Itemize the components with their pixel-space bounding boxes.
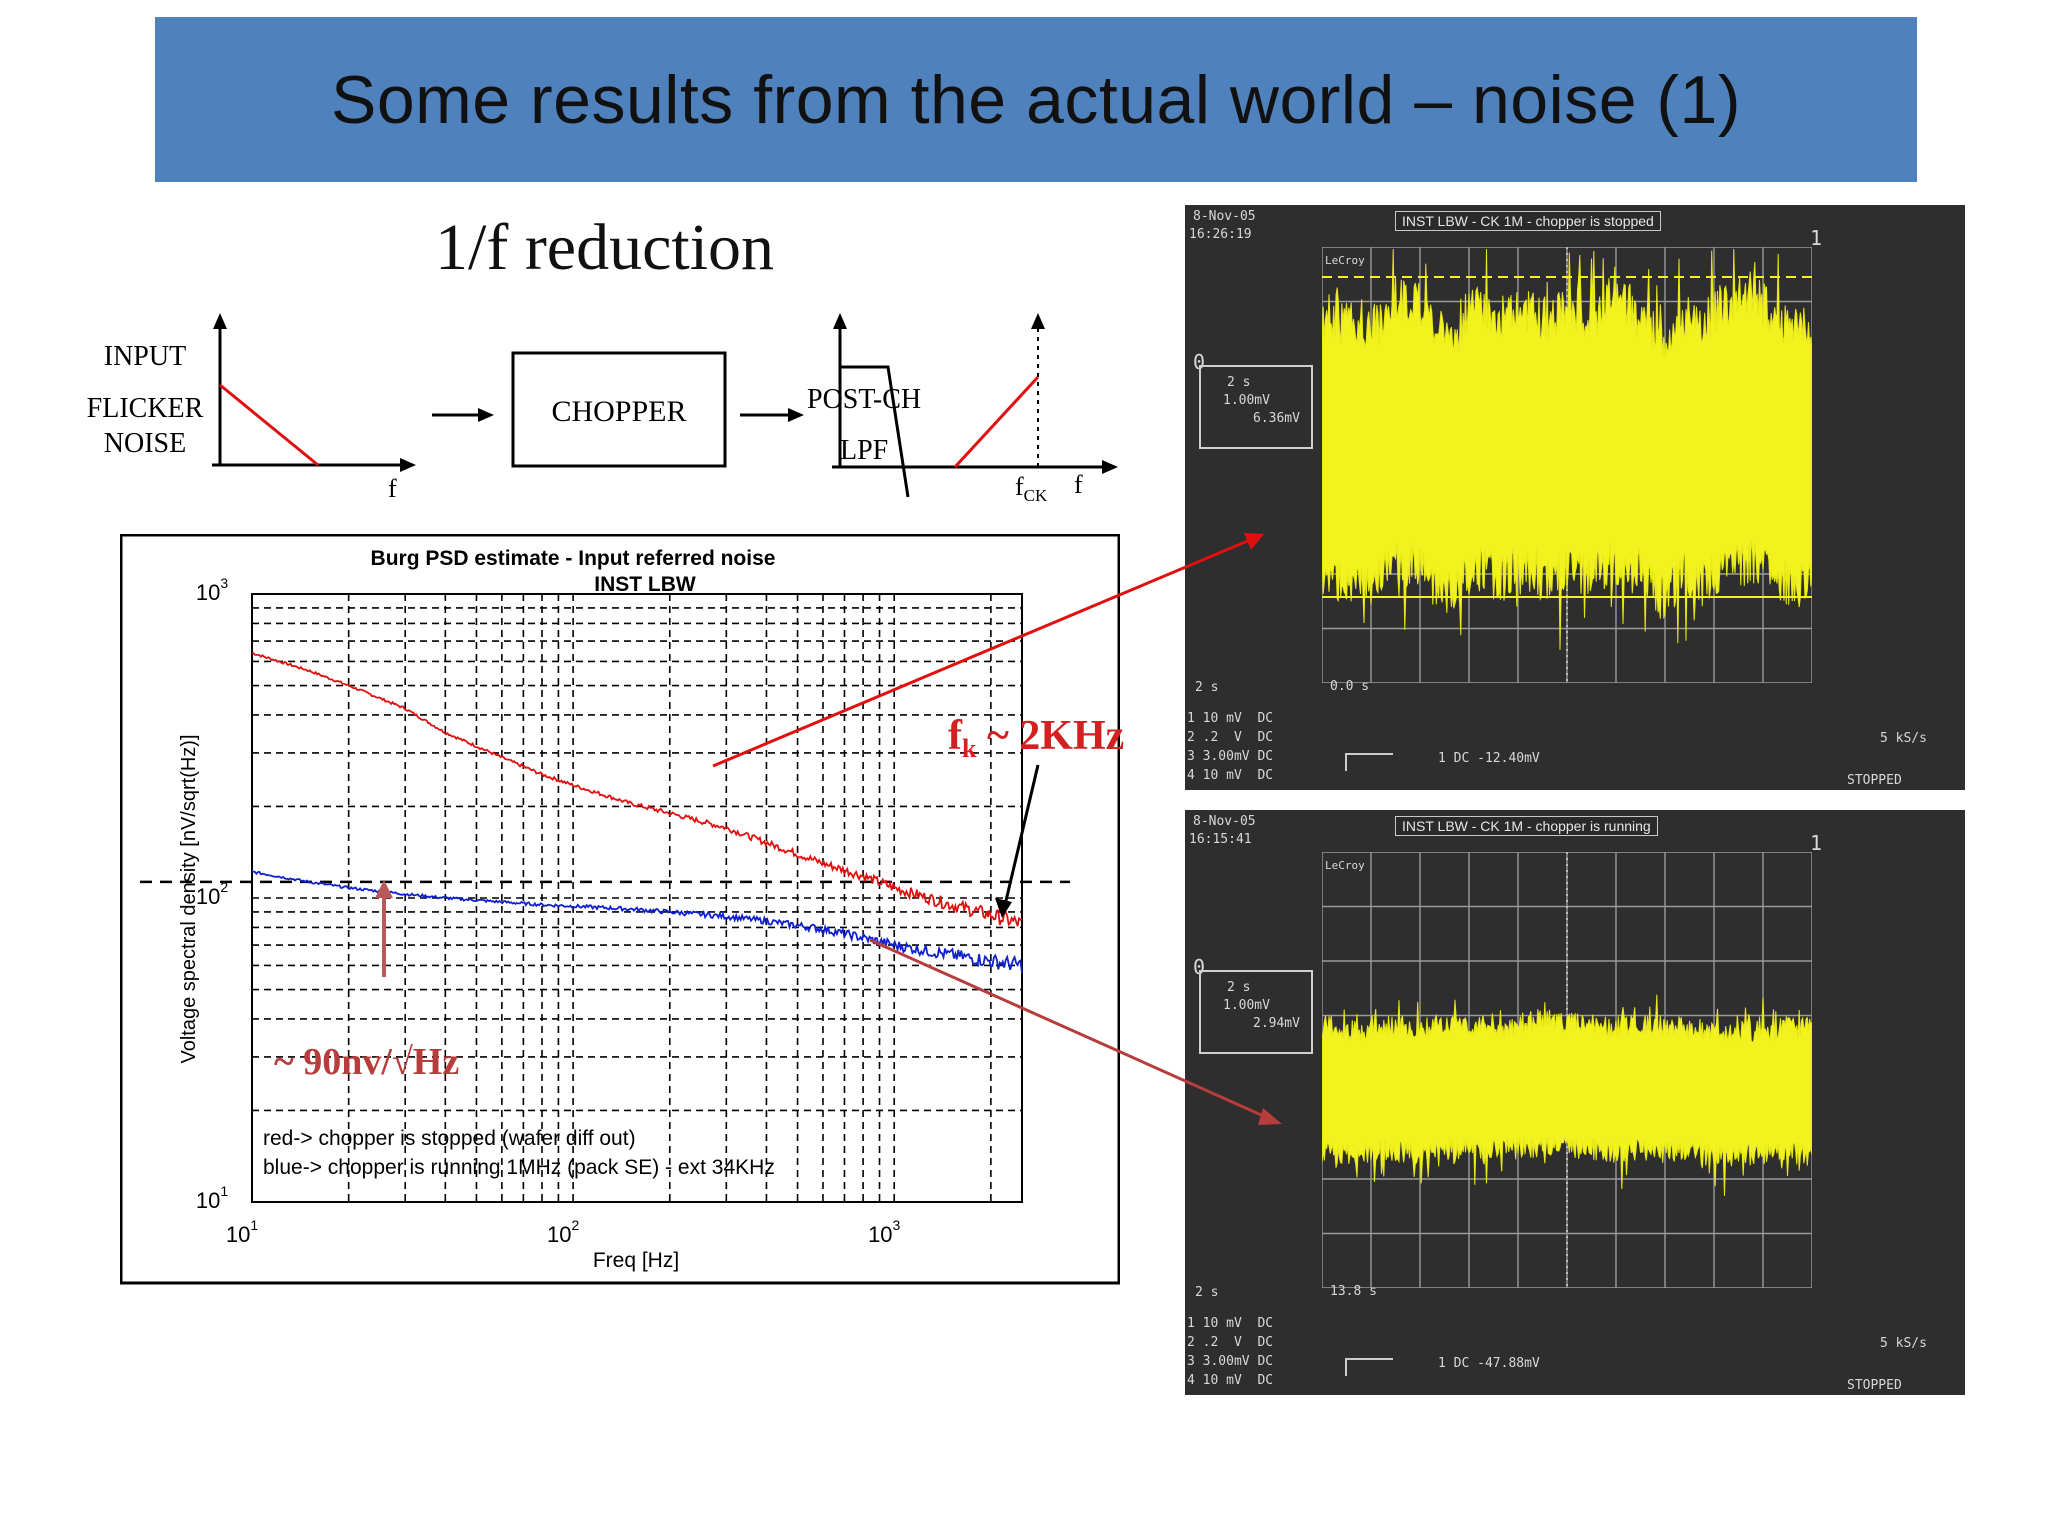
output-f-axis-label: f [1074,470,1083,499]
scope-time: 16:15:41 [1189,832,1252,847]
lpf-label: LPF [840,435,888,466]
series-red-line [251,652,1023,927]
scope-chan-2: 2 .2 V DC [1187,1335,1274,1350]
noise-label: NOISE [104,428,186,459]
scope-brand: LeCroy [1325,254,1365,267]
scope-delay: 13.8 s [1330,1284,1377,1299]
scope-ch-marker: 1 [1810,226,1823,250]
chart-subtitle: INST LBW [594,573,696,596]
lpf-response [840,365,910,498]
scope-ch-box: 2 s 1.00mV 6.36mV [1199,365,1313,449]
slide-title: Some results from the actual world – noi… [330,61,1742,138]
scope-date: 8-Nov-05 [1193,814,1256,829]
scope-timebase: 2 s [1195,1285,1219,1300]
legend-note-red: red-> chopper is stopped (wafer diff out… [263,1127,636,1150]
noise-level-annotation: ~ 90nv/√Hz [274,1041,460,1083]
y-tick-label: 103 [196,575,228,605]
scope-chan-3: 3 3.00mV DC [1187,1354,1274,1369]
scope-state: STOPPED [1847,773,1902,788]
legend-note-blue: blue-> chopper is running 1MHz (pack SE)… [263,1156,775,1179]
scope-header: INST LBW - CK 1M - chopper is stopped [1395,211,1661,231]
scope-delay: 0.0 s [1330,679,1370,694]
scope-trace [1322,248,1812,650]
scope-ch-marker: 1 [1810,831,1823,855]
x-tick-label: 103 [868,1217,900,1247]
scope-level-marker: 0 [1193,350,1206,374]
arrow-to-output-head [788,408,804,422]
scope-rate: 5 kS/s [1880,1336,1927,1351]
flicker-label: FLICKER [87,393,204,424]
input-y-arrow [213,313,227,329]
chopper-block-diagram: INPUT FLICKER NOISE f CHOPPER POST-CH LP… [87,313,1118,505]
postch-label: POST-CH [807,384,921,415]
scope-chan-1: 1 10 mV DC [1187,1316,1274,1331]
y-axis-label: Voltage spectral density [nV/sqrt(Hz)] [178,734,200,1063]
output-y-arrow [833,313,847,329]
scope-chan-4: 4 10 mV DC [1187,768,1274,783]
y-tick-label: 102 [196,879,228,909]
chopper-label: CHOPPER [551,395,686,428]
scope-trace [1322,994,1812,1196]
scope-rate: 5 kS/s [1880,731,1927,746]
scope-trigger-icon [1345,1358,1393,1376]
scope-trigger-icon [1345,753,1393,771]
fck-label: fCK [1015,472,1048,505]
x-axis-label: Freq [Hz] [593,1249,679,1272]
scope-running: 8-Nov-05 16:15:41 INST LBW - CK 1M - cho… [1185,810,1965,1395]
output-chopped-line [953,375,1040,469]
psd-chart: Burg PSD estimate - Input referred noise… [120,534,1120,1285]
scope-brand: LeCroy [1325,859,1365,872]
scope-chan-2: 2 .2 V DC [1187,730,1274,745]
scope-header: INST LBW - CK 1M - chopper is running [1395,816,1658,836]
scope-stopped: 8-Nov-05 16:26:19 INST LBW - CK 1M - cho… [1185,205,1965,790]
input-x-arrow [400,458,416,472]
title-bar: Some results from the actual world – noi… [155,17,1917,182]
scope-date: 8-Nov-05 [1193,209,1256,224]
y-tick-label: 101 [196,1183,228,1213]
input-f-axis-label: f [388,474,397,503]
output-x-arrow [1102,460,1118,474]
scope-chan-3: 3 3.00mV DC [1187,749,1274,764]
scope-trigger: 1 DC -12.40mV [1438,751,1540,766]
scope-state: STOPPED [1847,1378,1902,1393]
scope-grid-top [1322,247,1812,683]
arrow-to-chopper-head [478,408,494,422]
scope-chan-4: 4 10 mV DC [1187,1373,1274,1388]
x-tick-label: 101 [226,1217,258,1247]
scope-trigger: 1 DC -47.88mV [1438,1356,1540,1371]
scope-grid-bottom [1322,852,1812,1288]
scope-timebase: 2 s [1195,680,1219,695]
fk-annotation: fk ~ 2KHz [948,713,1125,763]
scope-time: 16:26:19 [1189,227,1252,242]
input-flicker-line [219,383,319,467]
scope-chan-1: 1 10 mV DC [1187,711,1274,726]
scope-ch-box: 2 s 1.00mV 2.94mV [1199,970,1313,1054]
fck-arrow [1031,313,1045,329]
chart-title: Burg PSD estimate - Input referred noise [371,547,776,570]
chopper-box [511,351,727,468]
x-tick-label: 102 [547,1217,579,1247]
input-label: INPUT [104,341,186,372]
slide-subtitle: 1/f reduction [435,211,775,284]
